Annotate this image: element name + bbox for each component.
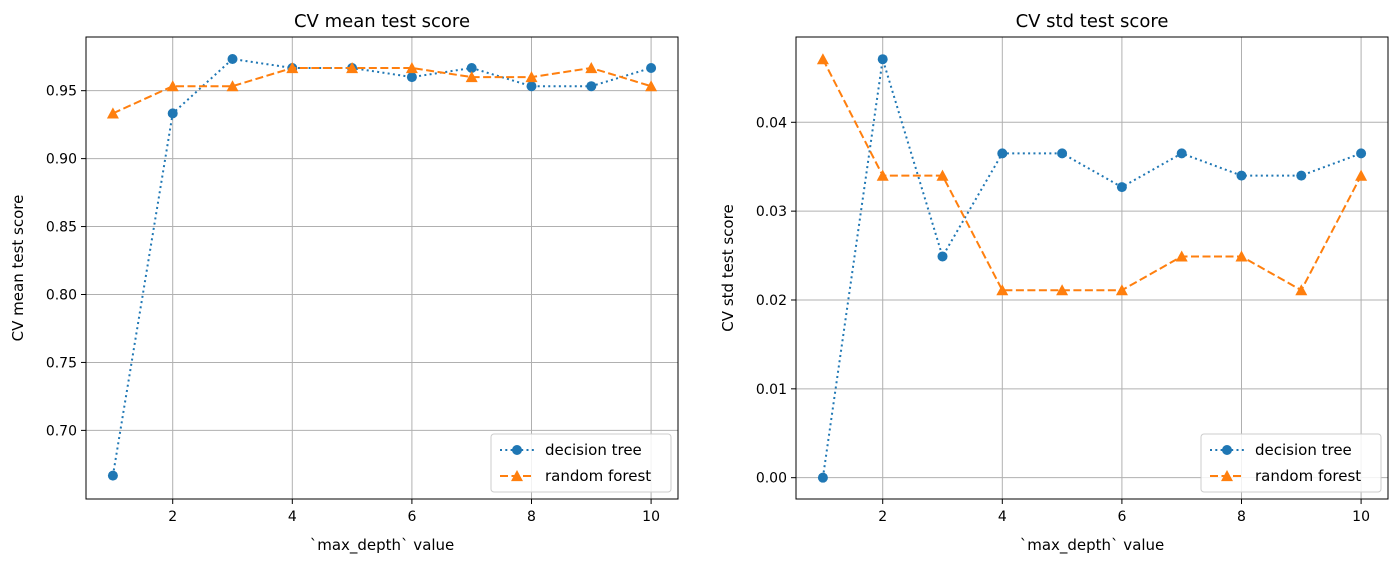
data-point [526, 81, 537, 92]
data-point [1176, 148, 1187, 159]
data-point [816, 53, 829, 65]
data-point [1356, 148, 1367, 159]
series-random-forest [816, 53, 1368, 296]
y-axis-label: CV std test score [719, 204, 737, 331]
legend-box [490, 433, 672, 493]
series-decision-tree [817, 54, 1367, 483]
data-point [937, 251, 948, 262]
data-point [1355, 169, 1368, 181]
y-tick-label: 0.02 [756, 293, 787, 309]
data-point [1235, 250, 1248, 262]
chart-panel-2: 2 4 6 8 10 0.00 0.01 0.02 0.03 0.04 CV std test sc… [719, 11, 1389, 555]
x-tick-label: 6 [1117, 509, 1126, 525]
legend-item: decision tree [500, 441, 642, 459]
data-point [645, 80, 658, 92]
legend-box [1200, 433, 1382, 493]
plot-frame [85, 36, 679, 500]
grid [796, 37, 1388, 499]
series-line [112, 66, 652, 115]
series-line [822, 58, 1362, 292]
x-axis-label: `max_depth` value [310, 536, 455, 555]
series-decision-tree [107, 54, 657, 481]
y-tick-label: 0.85 [46, 220, 77, 236]
data-point [346, 61, 359, 74]
legend-item: decision tree [1210, 441, 1352, 459]
data-point [586, 81, 597, 92]
x-tick-label: 8 [527, 509, 536, 525]
data-point [1116, 182, 1127, 193]
x-tick-label: 8 [1237, 509, 1246, 525]
data-point [877, 54, 888, 65]
legend: decision tree random forest [1200, 433, 1382, 493]
y-tick-label: 0.95 [46, 84, 77, 100]
data-point [465, 71, 478, 83]
data-point [525, 71, 538, 83]
data-point [405, 61, 418, 74]
legend-label: decision tree [1255, 441, 1352, 459]
data-point [876, 169, 889, 181]
y-tick-label: 0.70 [46, 423, 77, 439]
legend-label: random forest [545, 467, 651, 485]
x-tick-label: 6 [407, 509, 416, 525]
data-point [1056, 284, 1069, 296]
x-tick-label: 10 [1352, 509, 1370, 525]
data-point [817, 472, 828, 483]
data-point [997, 148, 1008, 159]
data-point [286, 61, 299, 74]
legend-item: random forest [1210, 467, 1361, 485]
data-point [1296, 170, 1307, 181]
series-line [821, 58, 1362, 478]
chart-panel-1: 2 4 6 8 10 0.70 0.75 0.80 0.85 0.90 0.95 CV mean te… [9, 11, 679, 555]
legend: decision tree random forest [490, 433, 672, 493]
data-point [646, 62, 657, 73]
x-tick-label: 2 [168, 509, 177, 525]
series-line [111, 57, 652, 476]
grid [86, 37, 678, 499]
data-point [406, 72, 417, 83]
data-point [1295, 284, 1308, 296]
data-point [106, 107, 119, 119]
data-point [1175, 250, 1188, 262]
data-point [1115, 284, 1128, 296]
y-tick-label: 0.00 [756, 471, 787, 487]
data-point [996, 284, 1009, 296]
plot-frame [795, 36, 1389, 500]
y-axis-label: CV mean test score [9, 195, 27, 342]
series-random-forest [106, 61, 658, 119]
x-tick-label: 4 [288, 509, 297, 525]
chart-title: CV std test score [1016, 11, 1169, 32]
data-point [466, 62, 477, 73]
x-axis-label: `max_depth` value [1020, 536, 1165, 555]
x-tick-label: 4 [998, 509, 1007, 525]
data-point [227, 54, 238, 65]
legend-marker [1222, 445, 1232, 455]
x-tick-label: 10 [642, 509, 660, 525]
legend-label: random forest [1255, 467, 1361, 485]
data-point [166, 80, 179, 92]
legend-marker [511, 470, 523, 482]
legend-marker [512, 445, 522, 455]
data-point [1236, 170, 1247, 181]
y-tick-label: 0.04 [756, 115, 787, 131]
data-point [1057, 148, 1068, 159]
x-tick-label: 2 [878, 509, 887, 525]
chart-title: CV mean test score [294, 11, 470, 32]
data-point [226, 80, 239, 92]
y-tick-label: 0.03 [756, 204, 787, 220]
legend-marker [1221, 470, 1233, 482]
legend-item: random forest [500, 467, 651, 485]
data-point [167, 108, 178, 119]
data-point [107, 470, 118, 481]
y-tick-label: 0.01 [756, 382, 787, 398]
y-tick-label: 0.80 [46, 287, 77, 303]
y-tick-label: 0.75 [46, 355, 77, 371]
data-point [585, 61, 598, 74]
legend-label: decision tree [545, 441, 642, 459]
y-tick-label: 0.90 [46, 152, 77, 168]
data-point [936, 169, 949, 181]
